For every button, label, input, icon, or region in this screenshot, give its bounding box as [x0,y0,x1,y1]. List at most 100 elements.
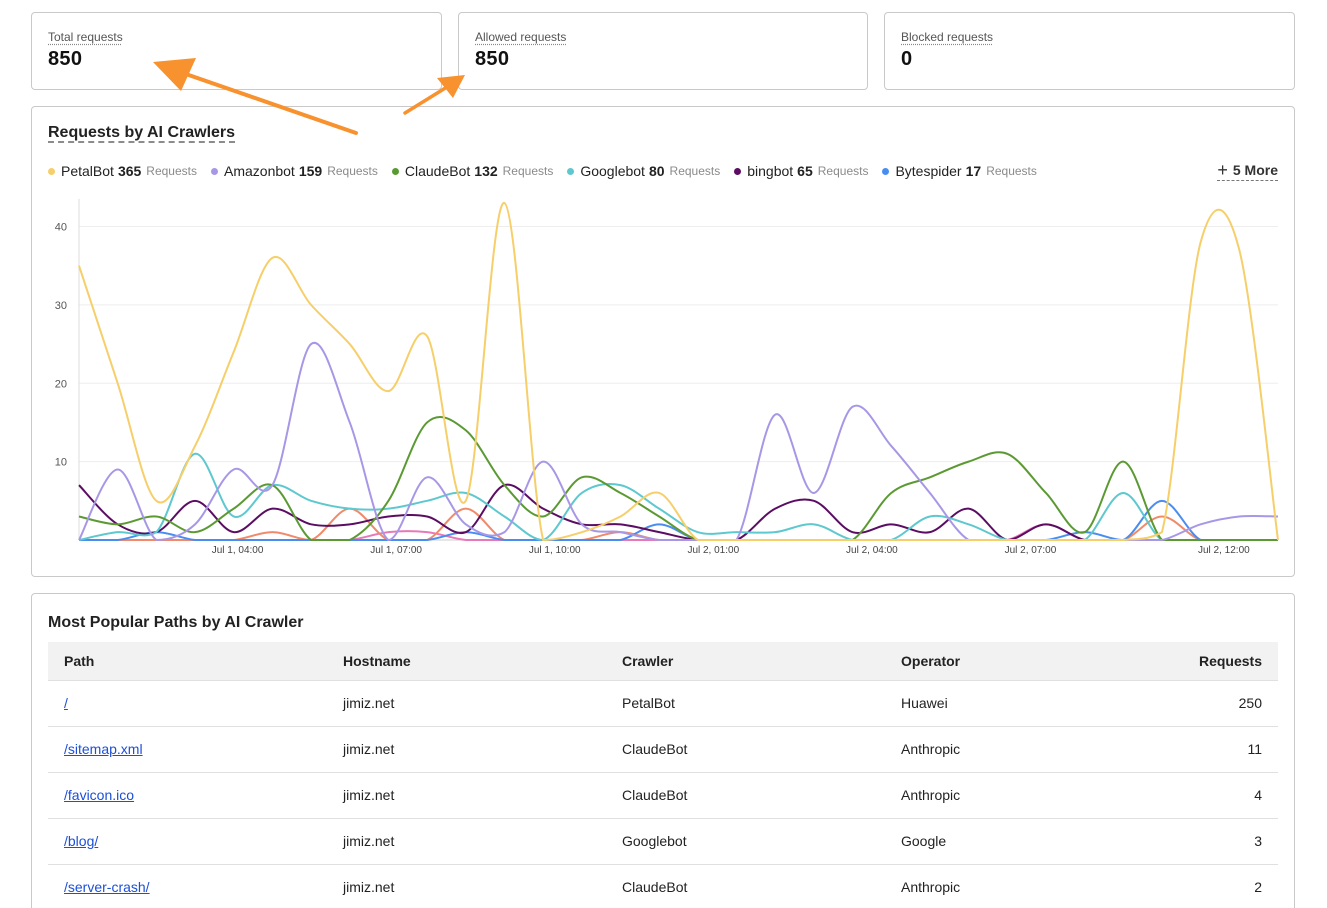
series-line-petalbot [78,201,1279,541]
table-row[interactable]: /server-crash/jimiz.net ClaudeBot Anthropi… [48,863,1278,908]
crawler-cell: ClaudeBot [606,725,885,772]
x-tick-label: Jul 1, 10:00 [529,545,581,556]
legend-count: 132 [474,163,498,179]
legend-count: 159 [298,163,323,179]
y-tick-label: 30 [55,300,67,312]
column-header-hostname: Hostname [343,652,411,669]
hostname-cell: jimiz.net [327,725,606,772]
stat-card-allowed: Allowed requests 850 [458,12,868,90]
x-tick-label: Jul 2, 07:00 [1005,545,1057,556]
legend-item-googlebot[interactable]: Googlebot 80 Requests [567,163,720,179]
legend-unit: Requests [986,164,1037,178]
legend-dot [211,167,218,175]
series-line-claudebot [78,416,1278,541]
path-link[interactable]: /blog/ [64,833,99,849]
requests-cell: 4 [1125,771,1278,818]
column-header-path: Path [64,652,95,669]
legend-count: 365 [117,163,142,179]
operator-cell: Google [885,817,1125,864]
legend-count: 65 [797,163,813,179]
legend-unit: Requests [817,164,869,178]
table-row[interactable]: /blog/jimiz.net Googlebot Google 3 [48,817,1278,864]
plus-icon: + [1217,160,1228,180]
table-row[interactable]: /favicon.ico jimiz.net ClaudeBot Anthropic 4 [48,771,1278,818]
hostname-cell: jimiz.net [327,863,606,908]
legend-item-amazonbot[interactable]: Amazonbot 159 Requests [211,163,378,179]
legend-item-bytespider[interactable]: Bytespider 17 Requests [882,163,1037,179]
requests-line-chart[interactable]: 10 20 30 40 Jul 1, 04:00 Jul 1, 07:00 Jul 1, 1… [32,197,1294,587]
legend-dot [48,167,55,175]
more-crawlers-button[interactable]: + 5 More [1217,160,1278,181]
paths-table-title: Most Popular Paths by AI Crawler [48,614,304,631]
legend-item-bingbot[interactable]: bingbot 65 Requests [734,163,868,179]
legend-dot [567,167,575,175]
table-header-row: Path Hostname Crawler Operator Requests [48,642,1278,680]
legend-name: ClaudeBot [404,163,471,179]
column-header-operator: Operator [901,652,961,669]
path-link[interactable]: /sitemap.xml [64,741,143,757]
legend-unit: Requests [502,164,554,178]
legend-name: Bytespider [895,163,962,179]
path-cell: /blog/ [48,817,327,864]
stat-card-total: Total requests 850 [31,12,442,90]
operator-cell: Anthropic [885,863,1125,908]
allowed-requests-label[interactable]: Allowed requests [475,30,567,44]
allowed-requests-value: 850 [475,48,510,70]
path-cell: /server-crash/ [48,863,327,908]
legend-count: 80 [648,163,665,179]
y-tick-label: 20 [55,378,67,390]
legend-unit: Requests [327,164,378,178]
path-cell: /sitemap.xml [48,725,327,772]
path-link[interactable]: / [64,695,68,711]
x-tick-label: Jul 2, 04:00 [846,545,898,556]
requests-cell: 3 [1125,817,1278,864]
paths-table: Path Hostname Crawler Operator Requests … [48,642,1278,908]
column-header-crawler: Crawler [622,652,674,669]
legend-dot [734,167,742,175]
table-row[interactable]: /sitemap.xml jimiz.net ClaudeBot Anthropic 1… [48,725,1278,772]
x-tick-label: Jul 2, 01:00 [687,545,739,556]
path-link[interactable]: /favicon.ico [64,787,135,803]
legend-name: Amazonbot [224,163,295,179]
legend-name: PetalBot [61,163,114,179]
y-tick-label: 10 [55,457,67,469]
hostname-cell: jimiz.net [327,771,606,818]
y-tick-label: 40 [55,222,67,234]
crawler-cell: Googlebot [606,817,885,864]
path-cell: /favicon.ico [48,771,327,818]
total-requests-label[interactable]: Total requests [48,30,123,44]
requests-cell: 11 [1125,725,1278,772]
crawler-cell: ClaudeBot [606,863,885,908]
crawler-cell: ClaudeBot [606,771,885,818]
more-crawlers-label: 5 More [1232,162,1278,178]
paths-table-card: Most Popular Paths by AI Crawler Path Ho… [31,593,1295,908]
chart-title[interactable]: Requests by AI Crawlers [48,124,236,141]
legend-dot [391,167,399,175]
operator-cell: Huawei [885,679,1125,726]
x-tick-label: Jul 1, 04:00 [212,545,264,556]
total-requests-value: 850 [48,48,83,70]
x-tick-label: Jul 2, 12:00 [1198,545,1250,556]
hostname-cell: jimiz.net [327,679,606,726]
legend-item-claudebot[interactable]: ClaudeBot 132 Requests [391,163,554,179]
requests-cell: 2 [1125,863,1278,908]
table-row[interactable]: / jimiz.net PetalBot Huawei 250 [48,679,1278,726]
requests-cell: 250 [1125,679,1278,726]
blocked-requests-label[interactable]: Blocked requests [901,30,994,44]
legend-name: bingbot [747,163,794,179]
legend-dot [882,167,890,175]
legend-count: 17 [965,163,982,179]
hostname-cell: jimiz.net [327,817,606,864]
legend-unit: Requests [146,164,197,178]
path-cell: / [48,679,327,726]
legend-name: Googlebot [580,163,645,179]
operator-cell: Anthropic [885,725,1125,772]
legend-item-petalbot[interactable]: PetalBot 365 Requests [48,163,197,179]
operator-cell: Anthropic [885,771,1125,818]
series-line-bingbot [78,483,1278,541]
path-link[interactable]: /server-crash/ [64,879,150,896]
legend-unit: Requests [669,164,721,178]
crawler-chart-card: Requests by AI Crawlers PetalBot 365 Reque… [31,106,1295,577]
crawler-cell: PetalBot [606,679,885,726]
x-tick-label: Jul 1, 07:00 [370,545,422,556]
